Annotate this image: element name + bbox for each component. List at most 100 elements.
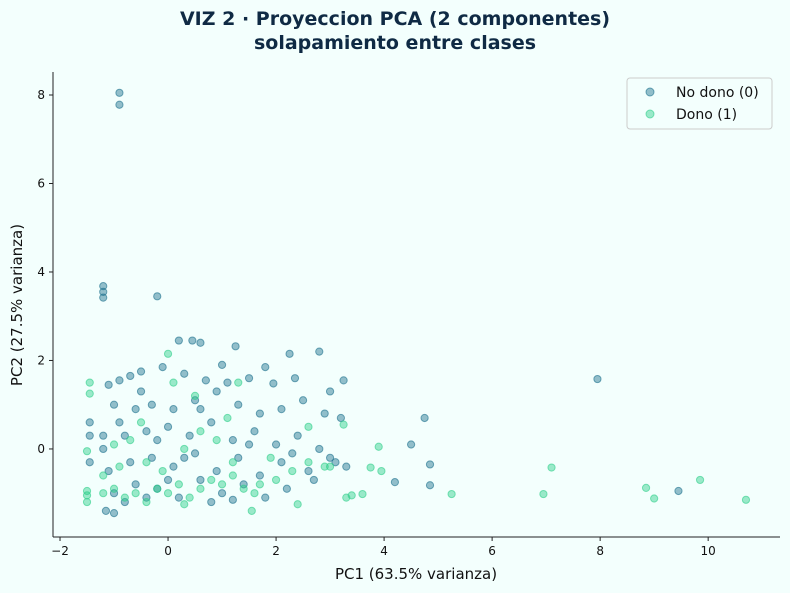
point (207, 497, 216, 507)
point (109, 484, 119, 493)
point (228, 436, 237, 445)
point (85, 378, 94, 387)
point (212, 466, 221, 476)
point (190, 391, 200, 400)
point (315, 347, 324, 356)
point (231, 342, 240, 351)
y-tick-label: 8 (37, 88, 45, 102)
point (196, 475, 205, 485)
point (120, 497, 129, 507)
point (142, 427, 151, 436)
point (325, 387, 335, 396)
point (288, 466, 297, 476)
point (539, 489, 548, 499)
y-tick-label: 6 (37, 176, 45, 190)
point (136, 367, 146, 376)
point (196, 484, 205, 493)
point (101, 506, 111, 515)
point (447, 489, 456, 499)
point (131, 489, 140, 498)
point (115, 462, 124, 471)
point (153, 292, 162, 301)
x-tick-label: 10 (701, 544, 716, 558)
point (174, 493, 183, 502)
x-tick-label: 8 (596, 544, 604, 558)
point (180, 453, 189, 462)
point (85, 418, 94, 427)
point (115, 376, 124, 385)
point (239, 484, 248, 493)
point (271, 440, 281, 449)
point (131, 480, 140, 489)
point (169, 378, 178, 387)
point (85, 389, 94, 398)
point (190, 449, 200, 458)
point (593, 374, 602, 384)
point (82, 497, 92, 507)
point (223, 413, 232, 423)
point (293, 431, 302, 440)
point (266, 453, 275, 462)
point (547, 463, 556, 472)
x-axis-label: PC1 (63.5% varianza) (335, 565, 497, 583)
legend-label: No dono (0) (676, 85, 759, 101)
point (126, 458, 135, 467)
point (325, 462, 335, 471)
point (261, 493, 270, 502)
point (309, 475, 318, 485)
point (147, 453, 156, 462)
point (180, 500, 189, 509)
x-tick-label: 0 (164, 544, 172, 558)
point (304, 466, 313, 476)
point (641, 483, 651, 492)
point (136, 387, 146, 396)
point (342, 462, 351, 471)
point (290, 374, 300, 383)
point (377, 466, 386, 476)
point (174, 480, 183, 489)
point (358, 489, 367, 499)
point (234, 400, 243, 409)
point (336, 413, 345, 423)
point (374, 442, 383, 451)
point (153, 484, 162, 493)
point (180, 369, 189, 378)
point (163, 489, 173, 498)
point (82, 447, 92, 456)
point (115, 88, 124, 97)
plot-area: −2 0 2 4 6 8 10 0 2 4 6 8 No dono (0) Dono (1) (37, 72, 780, 558)
chart-subtitle: solapamiento entre clases (254, 32, 536, 54)
point (234, 378, 243, 387)
series (85, 88, 683, 518)
point (126, 371, 135, 381)
point (390, 478, 399, 487)
point (169, 462, 178, 471)
point (298, 396, 308, 405)
point (85, 458, 94, 467)
point (741, 495, 751, 504)
point (277, 458, 286, 467)
point (261, 363, 270, 372)
point (277, 405, 286, 414)
point (695, 475, 705, 485)
point (163, 349, 173, 358)
point (244, 440, 254, 449)
point (190, 396, 200, 405)
point (207, 418, 216, 427)
legend-box (626, 77, 773, 130)
point (104, 380, 113, 389)
point (339, 376, 348, 385)
point (109, 489, 119, 498)
x-tick-label: −2 (51, 544, 69, 558)
point (99, 287, 108, 296)
point (85, 431, 94, 440)
point (217, 489, 227, 498)
legend: No dono (0) Dono (1) (626, 77, 773, 130)
point (674, 486, 683, 496)
point (304, 422, 313, 431)
point (406, 440, 416, 449)
point (109, 400, 119, 409)
point (147, 400, 156, 409)
point (196, 338, 205, 347)
point (136, 418, 146, 427)
